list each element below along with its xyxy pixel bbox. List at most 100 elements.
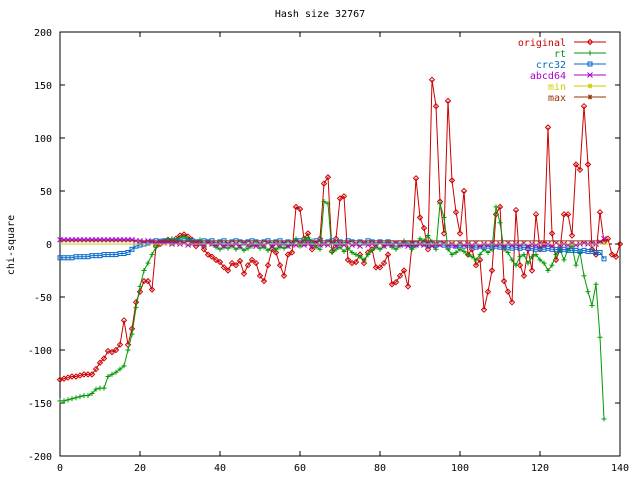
data-point (472, 261, 480, 269)
data-point (596, 208, 604, 216)
data-point (512, 206, 520, 214)
data-point (533, 242, 539, 248)
data-point (493, 204, 499, 210)
data-point (480, 306, 488, 313)
data-point (581, 273, 587, 279)
data-point (587, 94, 593, 100)
data-point (425, 233, 431, 239)
data-point (181, 234, 187, 240)
data-point (93, 386, 99, 392)
data-point (365, 252, 371, 258)
data-point (224, 267, 232, 274)
data-point (340, 193, 348, 200)
data-point (292, 203, 300, 211)
data-point (213, 242, 219, 248)
data-point (360, 259, 368, 267)
data-point (341, 242, 347, 248)
series-rt (57, 199, 607, 422)
data-point (248, 256, 256, 264)
legend-label: min (548, 82, 566, 93)
data-point (485, 242, 491, 248)
data-point (85, 393, 91, 399)
data-point (553, 252, 559, 258)
data-point (109, 371, 115, 377)
data-point (321, 199, 327, 205)
data-point (73, 395, 79, 401)
x-tick-label: 60 (294, 463, 306, 474)
data-point (369, 247, 375, 253)
data-point (277, 242, 283, 248)
data-point (105, 374, 111, 379)
data-point (504, 288, 512, 295)
y-tick-label: -150 (28, 399, 52, 410)
x-tick-label: 140 (611, 463, 629, 474)
data-point (344, 256, 352, 264)
data-point (365, 242, 371, 248)
data-point (587, 50, 593, 56)
data-point (272, 249, 280, 256)
data-point (377, 246, 383, 252)
y-tick-label: 150 (34, 81, 52, 92)
data-point (428, 76, 436, 83)
y-tick-label: -50 (34, 293, 52, 304)
data-point (361, 257, 367, 263)
data-point (616, 240, 624, 248)
data-point (612, 253, 620, 260)
data-point (461, 248, 467, 254)
data-point (587, 83, 593, 89)
data-point (236, 257, 244, 265)
data-point (389, 242, 395, 248)
x-tick-label: 100 (451, 463, 469, 474)
data-point (133, 305, 139, 311)
data-point (276, 261, 284, 269)
data-point (252, 259, 260, 267)
data-point (217, 246, 223, 252)
data-point (484, 288, 492, 295)
data-point (244, 261, 252, 269)
legend-entry: max (548, 93, 606, 104)
data-point (460, 187, 468, 195)
data-point (513, 262, 519, 268)
data-point (608, 251, 616, 258)
data-point (573, 262, 579, 268)
data-point (469, 242, 475, 248)
data-point (220, 264, 228, 271)
x-tick-label: 40 (214, 463, 226, 474)
data-point (336, 195, 344, 202)
data-point (132, 299, 140, 306)
data-point (129, 236, 135, 243)
data-point (352, 258, 360, 266)
y-tick-label: -200 (28, 452, 52, 463)
data-point (420, 224, 428, 232)
data-point (229, 242, 235, 248)
data-point (587, 61, 593, 67)
data-point (528, 267, 536, 274)
data-point (452, 208, 460, 216)
series-line (60, 200, 605, 419)
data-point (100, 355, 108, 362)
data-point (325, 242, 331, 248)
data-point (125, 347, 131, 353)
data-point (280, 272, 288, 280)
data-point (233, 246, 239, 252)
series-line (59, 79, 621, 381)
data-point (185, 242, 191, 248)
data-point (137, 283, 143, 289)
data-point (61, 398, 67, 404)
data-point (273, 246, 279, 252)
data-point (397, 242, 403, 248)
y-tick-label: -100 (28, 346, 52, 357)
data-point (580, 102, 588, 110)
data-point (432, 102, 440, 110)
data-point (477, 252, 483, 258)
data-point (357, 254, 363, 260)
legend-entry: crc32 (536, 60, 606, 71)
data-point (108, 348, 116, 356)
y-tick-label: 50 (40, 187, 52, 198)
data-point (288, 249, 296, 256)
data-point (505, 249, 511, 255)
data-point (89, 390, 95, 396)
data-point (396, 272, 404, 280)
data-point (96, 359, 104, 366)
